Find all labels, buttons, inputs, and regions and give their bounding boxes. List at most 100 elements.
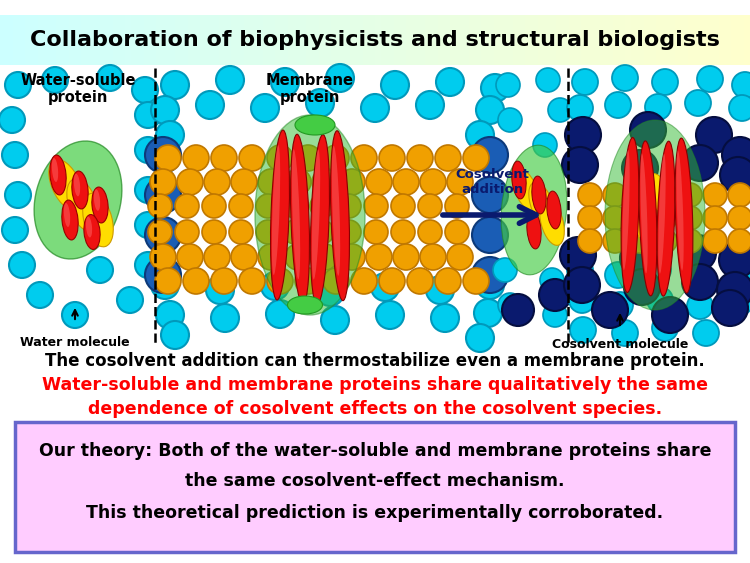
Bar: [13, 15, 20, 65]
Circle shape: [562, 147, 598, 183]
Bar: [488, 15, 495, 65]
Circle shape: [183, 145, 209, 171]
Circle shape: [337, 194, 361, 218]
Bar: [375, 15, 382, 65]
Bar: [381, 15, 388, 65]
Bar: [131, 15, 139, 65]
Circle shape: [653, 229, 677, 253]
Circle shape: [696, 117, 732, 153]
Text: Cosolvent molecule: Cosolvent molecule: [552, 338, 688, 351]
Circle shape: [722, 137, 750, 173]
Circle shape: [150, 244, 176, 270]
Circle shape: [564, 267, 600, 303]
Ellipse shape: [676, 150, 684, 271]
Bar: [175, 15, 182, 65]
Circle shape: [652, 315, 678, 341]
Bar: [275, 15, 282, 65]
Ellipse shape: [62, 200, 78, 240]
Bar: [494, 15, 501, 65]
Circle shape: [393, 169, 419, 195]
Circle shape: [156, 301, 184, 329]
Bar: [19, 15, 26, 65]
Ellipse shape: [50, 155, 66, 195]
Circle shape: [481, 74, 509, 102]
Circle shape: [87, 257, 113, 283]
Ellipse shape: [526, 211, 542, 249]
Bar: [581, 15, 589, 65]
Ellipse shape: [295, 115, 335, 135]
Bar: [188, 15, 195, 65]
Bar: [50, 15, 57, 65]
Circle shape: [229, 220, 253, 244]
Bar: [450, 15, 458, 65]
Ellipse shape: [255, 115, 365, 315]
Bar: [287, 15, 295, 65]
Bar: [332, 15, 338, 65]
Circle shape: [337, 220, 361, 244]
Bar: [400, 15, 407, 65]
Ellipse shape: [86, 217, 92, 238]
Circle shape: [229, 194, 253, 218]
Circle shape: [256, 220, 280, 244]
Circle shape: [231, 244, 257, 270]
Bar: [344, 15, 351, 65]
Bar: [69, 15, 76, 65]
Text: The cosolvent addition can thermostabilize even a membrane protein.: The cosolvent addition can thermostabili…: [45, 352, 705, 370]
Bar: [725, 15, 732, 65]
Ellipse shape: [84, 215, 100, 249]
Ellipse shape: [512, 168, 540, 212]
Bar: [169, 15, 176, 65]
Bar: [638, 15, 645, 65]
Circle shape: [607, 292, 633, 318]
Bar: [538, 15, 544, 65]
Circle shape: [720, 157, 750, 193]
Circle shape: [62, 302, 88, 328]
Bar: [694, 15, 701, 65]
Circle shape: [135, 102, 161, 128]
Bar: [431, 15, 439, 65]
Circle shape: [687, 293, 713, 319]
Circle shape: [463, 268, 489, 294]
Bar: [94, 15, 101, 65]
Ellipse shape: [622, 150, 630, 270]
Circle shape: [493, 258, 517, 282]
Circle shape: [161, 71, 189, 99]
Circle shape: [135, 137, 161, 163]
Ellipse shape: [529, 182, 555, 228]
Circle shape: [496, 73, 520, 97]
Circle shape: [361, 94, 389, 122]
Bar: [394, 15, 401, 65]
Circle shape: [202, 220, 226, 244]
Circle shape: [204, 244, 230, 270]
Ellipse shape: [287, 296, 322, 314]
Circle shape: [498, 108, 522, 132]
Circle shape: [447, 244, 473, 270]
Circle shape: [426, 276, 454, 304]
Circle shape: [239, 145, 265, 171]
Circle shape: [364, 194, 388, 218]
Bar: [44, 15, 51, 65]
Text: Water-soluble
protein: Water-soluble protein: [20, 73, 136, 105]
Circle shape: [97, 65, 123, 91]
Circle shape: [578, 183, 602, 207]
Circle shape: [431, 304, 459, 332]
Bar: [656, 15, 664, 65]
Bar: [675, 15, 682, 65]
Ellipse shape: [272, 145, 280, 275]
Circle shape: [628, 206, 652, 230]
Circle shape: [628, 229, 652, 253]
Ellipse shape: [34, 141, 122, 259]
Circle shape: [326, 64, 354, 92]
Circle shape: [418, 194, 442, 218]
Circle shape: [175, 220, 199, 244]
Bar: [437, 15, 445, 65]
Circle shape: [678, 183, 702, 207]
Circle shape: [156, 121, 184, 149]
Bar: [519, 15, 526, 65]
Circle shape: [567, 257, 593, 283]
Circle shape: [177, 244, 203, 270]
Circle shape: [312, 244, 338, 270]
Bar: [350, 15, 357, 65]
Circle shape: [592, 292, 628, 328]
Bar: [137, 15, 145, 65]
